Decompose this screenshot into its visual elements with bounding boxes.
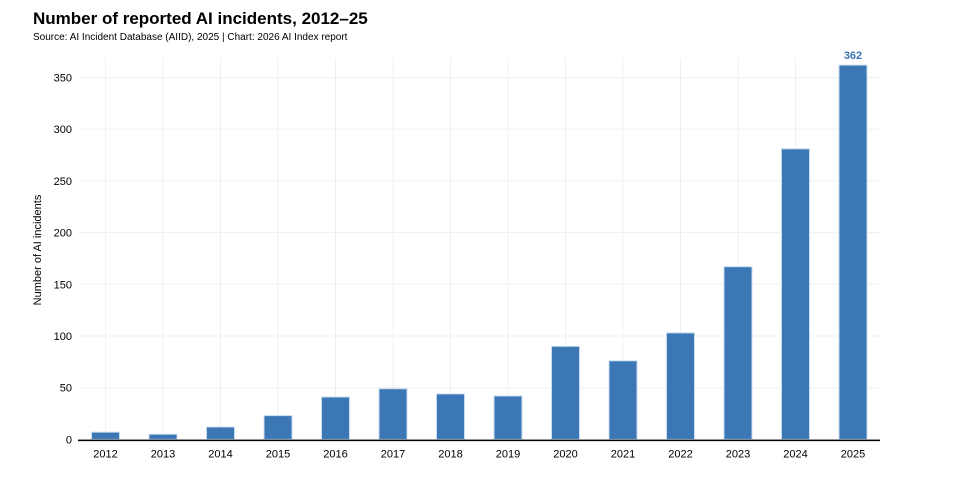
y-tick-label: 0 — [66, 434, 72, 446]
chart-subtitle: Source: AI Incident Database (AIID), 202… — [33, 32, 348, 43]
x-tick-label: 2013 — [151, 448, 175, 460]
bar-2023 — [723, 266, 753, 440]
x-tick-label: 2024 — [783, 448, 807, 460]
y-tick-label: 250 — [54, 176, 72, 188]
bar-2016 — [321, 396, 350, 440]
chart-title: Number of reported AI incidents, 2012–25 — [33, 9, 368, 28]
y-tick-label: 100 — [54, 331, 72, 343]
x-tick-label: 2022 — [668, 448, 692, 460]
bar-2024 — [781, 148, 810, 440]
y-tick-label: 350 — [54, 73, 72, 85]
x-tick-label: 2012 — [93, 448, 117, 460]
y-tick-label: 150 — [54, 279, 72, 291]
x-tick-label: 2025 — [841, 448, 865, 460]
data-label: 362 — [844, 50, 862, 62]
bar-2021 — [608, 360, 638, 440]
x-tick-label: 2020 — [553, 448, 577, 460]
bar-2014 — [206, 426, 235, 440]
y-tick-label: 200 — [54, 228, 72, 240]
x-tick-label: 2017 — [381, 448, 405, 460]
x-tick-label: 2014 — [208, 448, 232, 460]
bar-2020 — [551, 345, 580, 440]
x-tick-label: 2018 — [438, 448, 462, 460]
y-tick-label: 50 — [60, 383, 72, 395]
x-tick-label: 2023 — [726, 448, 750, 460]
bar-2015 — [263, 415, 293, 440]
y-axis-label: Number of AI incidents — [32, 194, 44, 305]
x-tick-label: 2019 — [496, 448, 520, 460]
y-tick-label: 300 — [54, 124, 72, 136]
bar-2018 — [436, 393, 465, 440]
bar-2013 — [148, 433, 178, 440]
x-tick-label: 2021 — [611, 448, 635, 460]
bar-2022 — [666, 332, 695, 440]
x-tick-label: 2016 — [323, 448, 347, 460]
bar-2012 — [91, 431, 120, 440]
bar-2025 — [838, 64, 868, 440]
bar-2019 — [493, 395, 523, 440]
x-tick-label: 2015 — [266, 448, 290, 460]
bar-2017 — [378, 388, 408, 440]
